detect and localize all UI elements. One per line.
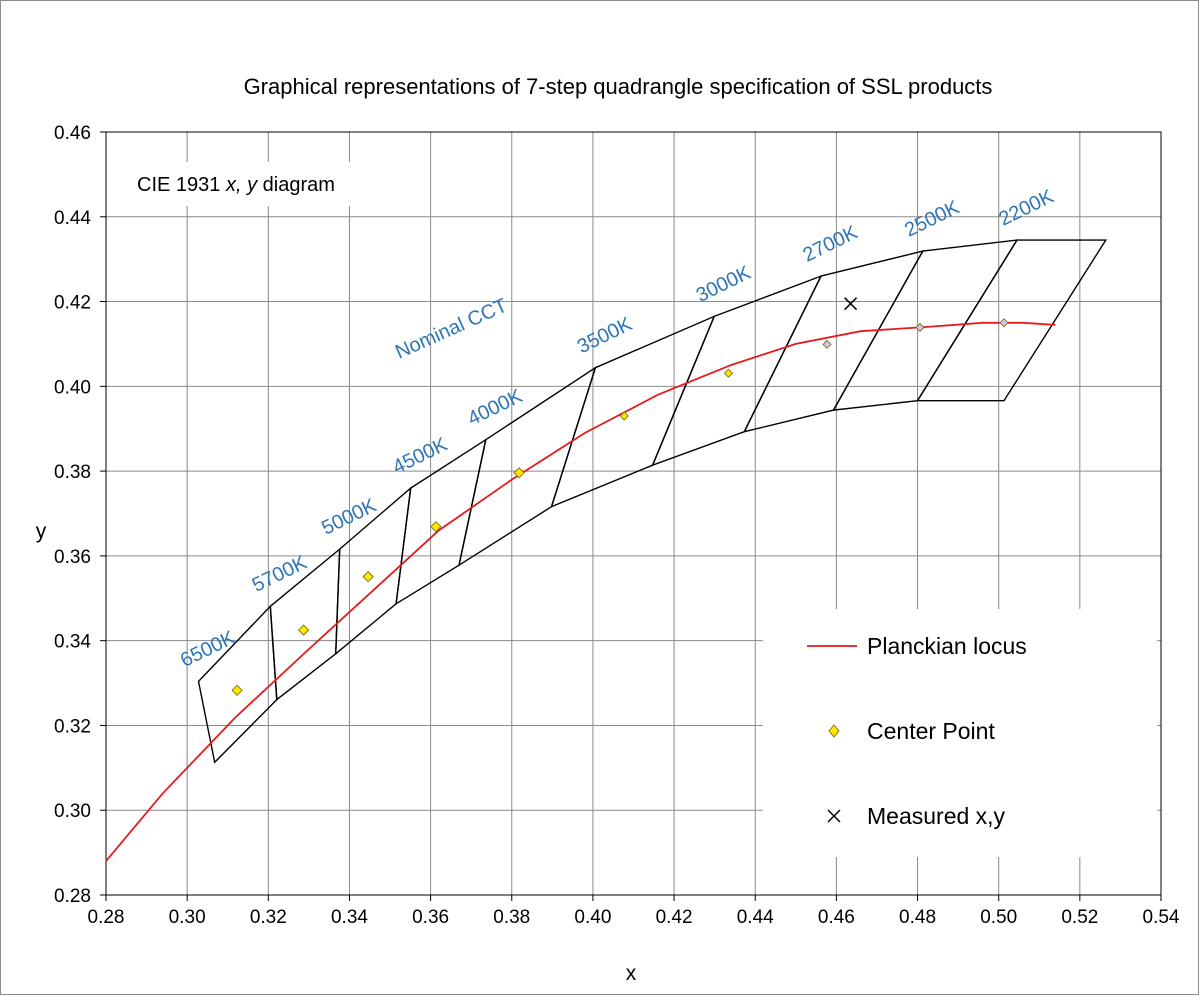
cct-label-3000K: 3000K [693,261,755,306]
x-tick-label: 0.44 [737,907,774,928]
cct-label-2700K: 2700K [800,221,862,266]
center-point [362,571,374,583]
diagram-note: CIE 1931 x, y diagram [137,174,335,196]
y-tick-label: 0.40 [54,377,91,398]
x-tick-label: 0.38 [493,907,530,928]
cct-label-5700K: 5700K [249,551,311,596]
center-point [723,368,734,378]
legend: Planckian locus Center Point Measured x,… [763,609,1157,857]
y-tick-label: 0.46 [54,123,91,144]
x-tick-label: 0.48 [899,907,936,928]
cct-label-4500K: 4500K [389,433,451,478]
y-tick-label: 0.38 [54,462,91,483]
quadrangle-4000K [457,366,597,567]
measured-point [844,297,858,311]
quadrangle-2700K [743,250,925,433]
cct-labels: 6500K5700K5000K4500K4000K3500K3000K2700K… [177,185,1058,672]
y-tick-label: 0.44 [54,208,91,229]
y-tick-label: 0.32 [54,716,91,737]
x-tick-label: 0.36 [412,907,449,928]
x-tick-label: 0.42 [656,907,693,928]
legend-box [763,609,1157,857]
nominal-cct-label: Nominal CCT [392,295,511,364]
diagram-note-prefix: CIE 1931 [137,174,226,196]
quadrangle-2200K [916,239,1108,402]
y-tick-label: 0.34 [54,632,91,653]
diagram-note-box [127,162,385,206]
plot-area-border [105,131,1162,896]
cct-label-6500K: 6500K [177,626,239,671]
diagram-note-suffix: diagram [257,174,335,196]
center-point [513,467,525,479]
center-point [619,411,629,421]
cct-label-2500K: 2500K [901,196,963,241]
y-tick-labels: 0.28 0.30 0.32 0.34 0.36 0.38 0.40 0.42 0.44 0.46 [54,123,106,907]
x-tick-label: 0.46 [818,907,855,928]
center-point [915,322,925,332]
planckian-locus-line [105,321,1056,862]
x-tick-label: 0.30 [169,907,206,928]
y-tick-label: 0.28 [54,886,91,907]
x-tick-label: 0.54 [1143,907,1180,928]
x-tick-label: 0.34 [331,907,368,928]
x-axis-label: x [626,962,637,985]
center-point [999,318,1009,328]
chart-title: Graphical representations of 7-step quad… [244,74,993,99]
x-tick-label: 0.28 [88,907,125,928]
center-points [231,318,1009,696]
legend-center-label: Center Point [867,718,995,744]
legend-center-swatch [828,724,840,738]
center-point [231,684,243,696]
y-tick-label: 0.36 [54,547,91,568]
quadrangle-3000K [651,274,823,467]
y-tick-label: 0.30 [54,801,91,822]
x-tick-label: 0.52 [1061,907,1098,928]
y-axis-label: y [36,520,47,543]
y-tick-label: 0.42 [54,293,91,314]
center-point [298,624,310,636]
quadrangle-6500K [197,604,278,764]
x-tick-label: 0.32 [250,907,287,928]
cct-label-2200K: 2200K [996,185,1058,230]
cct-label-4000K: 4000K [464,385,526,430]
legend-measured-swatch [827,809,841,823]
diagram-note-italic: x, y [225,174,258,196]
measured-point-mark [844,297,858,311]
x-tick-label: 0.50 [980,907,1017,928]
legend-measured-label: Measured x,y [867,803,1006,829]
x-tick-labels: 0.28 0.30 0.32 0.34 0.36 0.38 0.40 0.42 0.44 0.46… [88,895,1180,928]
quadrangles [197,239,1108,764]
legend-locus-label: Planckian locus [867,633,1027,659]
center-point [822,339,832,349]
center-point [430,521,442,533]
cct-label-3500K: 3500K [574,313,636,358]
x-tick-label: 0.40 [574,907,611,928]
quadrangle-3500K [550,315,716,508]
